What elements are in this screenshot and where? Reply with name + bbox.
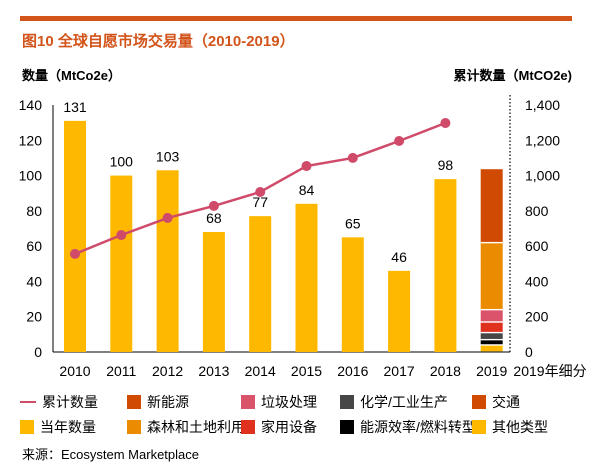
cumulative-point-2016 [347, 152, 358, 163]
x-tick-label: 2015 [291, 363, 322, 379]
right-tick-label: 1,400 [525, 97, 560, 113]
legend-swatch [127, 395, 141, 409]
left-tick-label: 120 [19, 132, 43, 148]
cumulative-point-2018 [440, 117, 451, 128]
legend-swatch [241, 420, 255, 434]
legend-label: 家用设备 [261, 419, 317, 435]
x-extra-label: 2019年细分 [513, 363, 586, 379]
bar-value-label: 65 [345, 215, 361, 231]
legend-label: 化学/工业生产 [360, 394, 448, 410]
bar-value-label: 77 [252, 194, 268, 210]
left-tick-label: 140 [19, 97, 43, 113]
right-tick-label: 400 [525, 273, 549, 289]
stack-segment-森林和土地利用 [480, 243, 503, 309]
legend-swatch [340, 395, 354, 409]
left-tick-label: 60 [26, 238, 42, 254]
stack-segment-其他类型 [480, 345, 503, 352]
stack-segment-家用设备 [480, 322, 503, 332]
legend-label: 垃圾处理 [261, 394, 317, 410]
source-note: 来源：Ecosystem Marketplace [22, 447, 199, 462]
bar-2018 [434, 179, 457, 352]
left-tick-label: 100 [19, 168, 43, 184]
legend-item: 其他类型 [472, 417, 548, 437]
bar-value-label: 100 [110, 154, 134, 170]
x-tick-label: 2011 [106, 363, 136, 379]
left-axis-label: 数量（MtCo2e） [22, 68, 121, 83]
right-tick-label: 200 [525, 309, 549, 325]
right-tick-label: 1,000 [525, 168, 560, 184]
legend-item: 累计数量 [20, 392, 98, 412]
stack-segment-垃圾处理 [480, 310, 503, 322]
bar-2015 [295, 203, 318, 352]
chart-title: 图10 全球自愿市场交易量（2010-2019） [22, 33, 295, 50]
left-tick-label: 80 [26, 203, 42, 219]
bar-2016 [341, 237, 364, 352]
right-tick-label: 0 [525, 344, 533, 360]
right-tick-label: 1,200 [525, 132, 560, 148]
legend-item: 家用设备 [241, 417, 317, 437]
right-axis-label: 累计数量（MtCO2e) [453, 68, 572, 83]
legend-swatch [20, 401, 36, 403]
x-tick-label: 2012 [152, 363, 183, 379]
chart-plot: 0 20 40 60 80 100 120 140 0 200 400 600 800 1,000 1,20… [19, 95, 587, 379]
legend-label: 其他类型 [492, 419, 548, 435]
legend-swatch [472, 395, 486, 409]
cumulative-point-2015 [301, 161, 312, 172]
legend-item: 垃圾处理 [241, 392, 317, 412]
bar-value-label: 131 [63, 99, 87, 115]
legend-swatch [340, 420, 354, 434]
right-tick-label: 600 [525, 238, 549, 254]
title-rule [20, 16, 572, 21]
bar-2011 [110, 175, 133, 352]
bar-2010 [64, 120, 86, 352]
bar-value-label: 98 [438, 157, 454, 173]
legend-label: 能源效率/燃料转型 [360, 419, 476, 435]
left-tick-label: 20 [26, 309, 42, 325]
x-tick-label: 2019 [476, 363, 507, 379]
x-tick-label: 2016 [337, 363, 368, 379]
legend-label: 新能源 [147, 394, 189, 410]
legend-item: 交通 [472, 392, 520, 412]
legend-item: 当年数量 [20, 417, 96, 437]
legend-label: 当年数量 [40, 419, 96, 435]
bar-value-label: 68 [206, 210, 222, 226]
legend-swatch [472, 420, 486, 434]
legend-item: 化学/工业生产 [340, 392, 448, 412]
stack-segment-能源效率/燃料转型 [480, 340, 503, 345]
bar-2017 [388, 270, 411, 352]
legend-label: 森林和土地利用 [147, 419, 245, 435]
legend-label: 累计数量 [42, 394, 98, 410]
x-tick-label: 2018 [430, 363, 461, 379]
bar-value-label: 46 [391, 249, 407, 265]
legend-item: 森林和土地利用 [127, 417, 245, 437]
cumulative-point-2014 [255, 186, 266, 197]
x-tick-label: 2014 [245, 363, 276, 379]
legend-swatch [127, 420, 141, 434]
legend-item: 能源效率/燃料转型 [340, 417, 476, 437]
bar-2012 [156, 170, 179, 352]
left-tick-label: 0 [34, 344, 42, 360]
cumulative-point-2011 [116, 230, 127, 241]
cumulative-point-2012 [162, 212, 173, 223]
bar-value-label: 103 [156, 148, 180, 164]
stack-segment-新能源 [480, 169, 503, 242]
x-tick-label: 2017 [384, 363, 415, 379]
legend-label: 交通 [492, 394, 520, 410]
cumulative-point-2010 [70, 248, 80, 259]
legend-swatch [241, 395, 255, 409]
legend-item: 新能源 [127, 392, 189, 412]
right-tick-label: 800 [525, 203, 549, 219]
bar-2014 [249, 216, 272, 352]
x-tick-label: 2010 [59, 363, 90, 379]
legend-swatch [20, 420, 34, 434]
cumulative-point-2017 [394, 135, 405, 146]
stack-segment-化学/工业生产 [480, 333, 503, 339]
bar-value-label: 84 [299, 182, 315, 198]
x-tick-label: 2013 [198, 363, 229, 379]
cumulative-point-2013 [208, 200, 219, 211]
left-tick-label: 40 [26, 273, 42, 289]
bar-2013 [202, 232, 225, 352]
